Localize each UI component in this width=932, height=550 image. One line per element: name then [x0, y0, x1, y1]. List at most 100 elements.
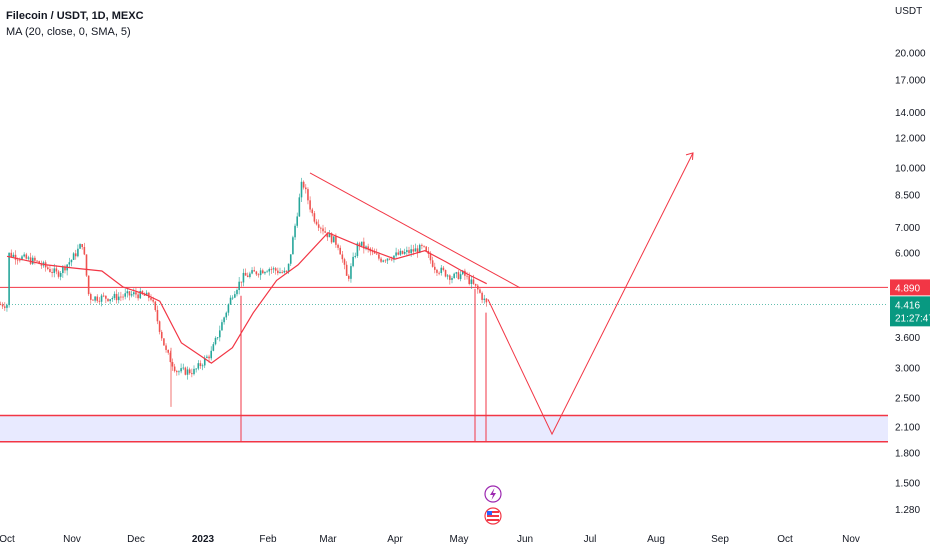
candle-body — [287, 263, 290, 272]
candle-body — [393, 255, 395, 260]
candle-body — [429, 253, 432, 261]
candle-body — [281, 272, 283, 273]
candle-body — [279, 272, 281, 274]
candle-body — [195, 368, 197, 370]
candle-body — [191, 373, 193, 375]
candle-body — [345, 264, 348, 276]
candle-body — [92, 299, 94, 301]
candle-body — [373, 251, 376, 254]
candle-body — [412, 249, 415, 252]
candle-body — [212, 344, 215, 351]
candle-body — [1, 304, 4, 307]
x-tick-label: Nov — [842, 534, 860, 545]
candle-body — [98, 300, 101, 302]
candle-body — [302, 181, 305, 188]
candle-body — [40, 264, 43, 266]
candle-body — [285, 270, 288, 272]
candle-body — [249, 273, 251, 277]
candle-body — [485, 298, 488, 303]
candle-body — [27, 257, 30, 259]
candle-body — [251, 270, 253, 274]
candle-body — [406, 250, 408, 253]
x-tick-label: Apr — [387, 534, 403, 545]
y-tick-label: 2.500 — [895, 394, 920, 405]
candle-body — [137, 294, 139, 299]
candle-body — [418, 244, 421, 253]
candle-body — [255, 271, 258, 275]
candle-body — [363, 241, 365, 249]
y-tick-label: 1.500 — [895, 479, 920, 490]
candle-body — [253, 270, 255, 272]
candle-body — [163, 338, 165, 346]
candle-body — [10, 252, 13, 257]
candle-body — [472, 279, 475, 284]
candle-body — [90, 294, 92, 300]
candle-body — [240, 281, 243, 283]
y-tick-label: 17.000 — [895, 76, 926, 87]
candle-body — [126, 291, 129, 294]
candlestick-series — [0, 177, 488, 407]
candle-body — [449, 275, 451, 280]
x-tick-label: Dec — [127, 534, 145, 545]
candle-body — [128, 291, 131, 296]
candle-body — [227, 304, 230, 313]
candle-body — [401, 250, 404, 254]
projection-path[interactable] — [487, 152, 694, 436]
candle-body — [423, 245, 425, 247]
candle-body — [330, 233, 333, 243]
candle-body — [210, 350, 212, 359]
candle-body — [244, 272, 247, 276]
candle-body — [305, 187, 307, 190]
candle-body — [354, 255, 357, 257]
x-tick-label: May — [450, 534, 469, 545]
candle-body — [51, 272, 53, 273]
candle-body — [307, 189, 309, 201]
y-tick-label: 2.100 — [895, 423, 920, 434]
lightning-event-icon[interactable] — [484, 485, 502, 503]
candle-body — [234, 294, 236, 298]
candle-body — [272, 268, 275, 270]
candle-body — [197, 363, 200, 369]
candle-body — [468, 276, 470, 284]
candle-body — [77, 248, 79, 257]
candle-body — [459, 274, 462, 280]
candle-body — [268, 269, 271, 272]
candle-body — [309, 200, 311, 210]
candle-body — [139, 290, 142, 299]
candle-body — [324, 231, 326, 233]
candle-body — [236, 290, 238, 295]
descending-trendline[interactable] — [309, 172, 521, 289]
candle-body — [182, 367, 185, 369]
y-tick-label: 7.000 — [895, 223, 920, 234]
candle-body — [167, 349, 169, 353]
candle-body — [431, 260, 434, 267]
x-axis[interactable]: Oct Nov Dec 2023 Feb Mar Apr May Jun Jul Aug Sep Oct… — [0, 534, 860, 545]
y-axis[interactable]: 20.000 17.000 14.000 12.000 10.000 8.500 7.000… — [895, 49, 926, 516]
candle-body — [199, 363, 202, 366]
x-tick-label: Oct — [0, 534, 15, 545]
candle-body — [262, 270, 264, 274]
candle-body — [481, 292, 483, 300]
candle-body — [384, 260, 387, 262]
candle-body — [169, 352, 172, 363]
candle-body — [317, 224, 320, 228]
candle-body — [87, 275, 90, 295]
symbol-title[interactable]: Filecoin / USDT, 1D, MEXC — [6, 10, 144, 22]
candle-body — [455, 272, 458, 274]
candle-body — [141, 290, 144, 295]
us-flag-event-icon[interactable] — [484, 507, 502, 525]
candle-body — [109, 299, 111, 302]
candle-body — [201, 365, 204, 367]
candle-body — [289, 254, 292, 264]
indicator-label[interactable]: MA (20, close, 0, SMA, 5) — [6, 26, 131, 38]
candle-body — [408, 250, 410, 254]
candle-body — [380, 258, 382, 262]
plot-area[interactable] — [0, 0, 888, 528]
candle-body — [8, 252, 10, 306]
y-tick-label: 3.000 — [895, 363, 920, 374]
candle-body — [259, 270, 262, 276]
candle-body — [193, 368, 195, 375]
y-tick-label: 6.000 — [895, 248, 920, 259]
candle-body — [277, 270, 279, 274]
